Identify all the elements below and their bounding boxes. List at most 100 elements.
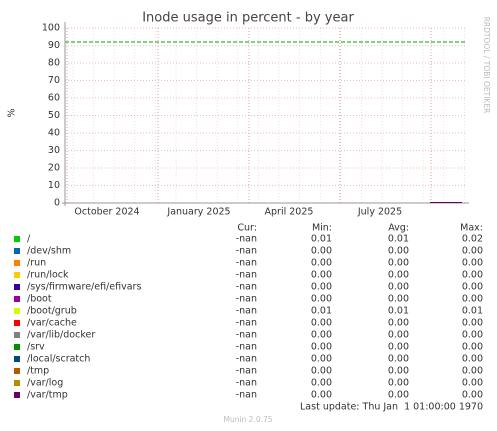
- y-tick-label: 30: [48, 145, 60, 156]
- legend-value: 0.02: [462, 234, 483, 245]
- legend-value: 0.00: [388, 282, 409, 293]
- legend-value: 0.01: [311, 306, 332, 317]
- legend-value: -nan: [236, 366, 257, 377]
- legend-value: 0.00: [388, 270, 409, 281]
- legend-name: /dev/shm: [27, 246, 71, 257]
- legend-value: 0.00: [311, 282, 332, 293]
- legend-swatch: [14, 272, 20, 278]
- legend-value: -nan: [236, 378, 257, 389]
- legend-value: 0.01: [388, 306, 409, 317]
- legend-value: 0.00: [311, 366, 332, 377]
- y-tick-label: 10: [48, 180, 60, 191]
- legend-name: /boot/grub: [27, 306, 77, 317]
- legend-value: -nan: [236, 234, 257, 245]
- legend-value: 0.00: [388, 246, 409, 257]
- legend-swatch: [14, 296, 20, 302]
- x-tick-label: January 2025: [166, 207, 230, 218]
- legend-swatch: [14, 356, 20, 362]
- side-text: RRDTOOL / TOBI OETIKER: [482, 17, 491, 114]
- legend-value: 0.00: [311, 342, 332, 353]
- legend-value: 0.00: [462, 282, 483, 293]
- y-tick-label: 90: [48, 40, 60, 51]
- legend-value: 0.00: [388, 318, 409, 329]
- legend-name: /: [27, 234, 31, 245]
- legend-name: /var/tmp: [27, 390, 68, 401]
- legend-value: -nan: [236, 318, 257, 329]
- legend-value: 0.00: [388, 354, 409, 365]
- legend-swatch: [14, 308, 20, 314]
- legend-value: 0.01: [388, 234, 409, 245]
- y-tick-label: 20: [48, 163, 60, 174]
- legend-value: -nan: [236, 330, 257, 341]
- legend-value: -nan: [236, 306, 257, 317]
- x-tick-label: April 2025: [265, 207, 314, 218]
- legend-header: Max:: [460, 223, 483, 234]
- legend-value: 0.00: [311, 330, 332, 341]
- chart-title: Inode usage in percent - by year: [142, 11, 354, 26]
- y-tick-label: 60: [48, 93, 60, 104]
- legend-value: 0.00: [311, 318, 332, 329]
- legend-swatch: [14, 248, 20, 254]
- legend-name: /run/lock: [27, 270, 69, 281]
- legend-value: 0.00: [388, 378, 409, 389]
- last-update: Last update: Thu Jan 1 01:00:00 1970: [300, 402, 483, 413]
- y-axis-label: %: [7, 108, 18, 117]
- y-tick-label: 100: [42, 23, 60, 34]
- y-tick-label: 80: [48, 58, 60, 69]
- legend-header: Cur:: [237, 223, 257, 234]
- legend-name: /sys/firmware/efi/efivars: [27, 282, 141, 293]
- legend-value: 0.00: [462, 354, 483, 365]
- legend-value: -nan: [236, 342, 257, 353]
- legend-name: /var/log: [27, 378, 63, 389]
- legend-value: -nan: [236, 354, 257, 365]
- legend-value: 0.00: [462, 390, 483, 401]
- y-tick-label: 0: [54, 198, 60, 209]
- y-tick-label: 70: [48, 75, 60, 86]
- footer: Munin 2.0.75: [223, 415, 272, 424]
- legend-swatch: [14, 368, 20, 374]
- legend-value: -nan: [236, 258, 257, 269]
- legend-name: /local/scratch: [27, 354, 90, 365]
- legend-name: /tmp: [27, 366, 49, 377]
- legend-value: 0.00: [311, 294, 332, 305]
- legend-value: 0.00: [462, 318, 483, 329]
- legend-value: 0.00: [311, 354, 332, 365]
- legend-value: 0.00: [388, 342, 409, 353]
- legend-value: 0.00: [388, 258, 409, 269]
- legend-swatch: [14, 344, 20, 350]
- legend-value: 0.00: [462, 294, 483, 305]
- legend-value: -nan: [236, 294, 257, 305]
- legend-swatch: [14, 260, 20, 266]
- legend-value: 0.00: [462, 258, 483, 269]
- legend-swatch: [14, 392, 20, 398]
- legend-value: -nan: [236, 246, 257, 257]
- legend-value: 0.00: [311, 390, 332, 401]
- legend-name: /var/cache: [27, 318, 77, 329]
- legend-value: 0.01: [462, 306, 483, 317]
- legend-value: 0.00: [388, 294, 409, 305]
- legend-header: Avg:: [388, 223, 409, 234]
- legend-name: /run: [27, 258, 46, 269]
- legend-value: 0.00: [462, 246, 483, 257]
- y-tick-label: 40: [48, 128, 60, 139]
- legend-value: -nan: [236, 270, 257, 281]
- legend-value: 0.01: [311, 234, 332, 245]
- legend-value: -nan: [236, 390, 257, 401]
- x-tick-label: July 2025: [357, 207, 402, 218]
- legend-swatch: [14, 332, 20, 338]
- legend-value: 0.00: [462, 270, 483, 281]
- legend-value: 0.00: [388, 330, 409, 341]
- x-tick-label: October 2024: [74, 207, 139, 218]
- legend-value: 0.00: [462, 330, 483, 341]
- legend-name: /boot: [27, 294, 52, 305]
- y-tick-label: 50: [48, 110, 60, 121]
- legend-value: 0.00: [462, 342, 483, 353]
- legend-value: 0.00: [311, 246, 332, 257]
- legend-value: 0.00: [462, 366, 483, 377]
- legend-swatch: [14, 320, 20, 326]
- legend-value: -nan: [236, 282, 257, 293]
- legend-name: /srv: [27, 342, 45, 353]
- legend-value: 0.00: [388, 366, 409, 377]
- legend-swatch: [14, 284, 20, 290]
